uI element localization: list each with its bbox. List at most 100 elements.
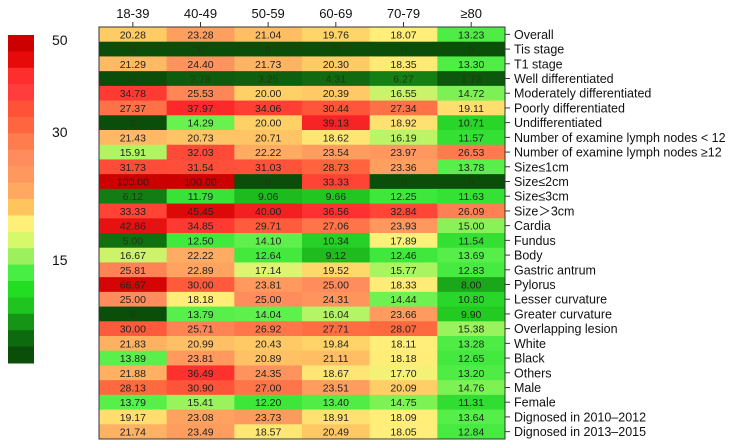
cell-value-label: 14.44 <box>390 294 416 306</box>
legend-swatch <box>8 297 34 315</box>
cell-value-label: 28.07 <box>390 324 416 336</box>
heatmap-cell <box>302 56 371 72</box>
heatmap-cell <box>369 291 438 308</box>
heatmap-cell <box>302 144 371 160</box>
heatmap-cell <box>437 306 506 322</box>
cell-value-label: 16.67 <box>120 250 146 262</box>
legend-swatch <box>8 166 34 184</box>
cell-value-label: 15.77 <box>390 265 416 277</box>
cell-value-label: 12.46 <box>390 250 416 262</box>
cell-value-label: 13.79 <box>187 309 213 321</box>
heatmap-cell <box>234 247 303 263</box>
row-label: Size≤1cm <box>514 160 569 174</box>
cell-value-label: 32.84 <box>390 206 416 218</box>
heatmap-cell <box>234 188 303 205</box>
row-label: Size≤2cm <box>514 175 569 189</box>
cell-value-label: 12.50 <box>187 235 213 247</box>
heatmap-cell <box>437 233 506 249</box>
heatmap-cell <box>234 115 303 131</box>
heatmap-cell <box>369 174 438 190</box>
heatmap-cell <box>302 115 371 131</box>
heatmap-cell <box>369 100 438 116</box>
heatmap-cell <box>302 71 371 87</box>
color-legend: 50 30 15 <box>8 32 68 364</box>
heatmap-cell <box>369 233 438 249</box>
heatmap-cell <box>99 409 168 425</box>
row-label: Moderately differentiated <box>514 87 651 101</box>
cell-value-label: 21.73 <box>255 59 281 71</box>
cell-value-label: 14.75 <box>390 397 416 409</box>
cell-value-label: 9.66 <box>326 191 347 203</box>
cell-value-label: 18.11 <box>391 338 417 350</box>
cell-value-label: 0 <box>265 177 271 189</box>
cell-value-label: 0 <box>401 44 407 56</box>
heatmap-cell <box>99 218 168 234</box>
cell-value-label: 27.37 <box>120 103 146 115</box>
heatmap-cell <box>166 321 235 337</box>
cell-value-label: 12.83 <box>458 265 484 277</box>
heatmap-cell <box>166 409 235 425</box>
legend-swatch <box>8 117 34 134</box>
heatmap-cell <box>166 291 235 308</box>
heatmap-cell <box>99 350 168 366</box>
heatmap-cell <box>166 115 235 131</box>
cell-value-label: 21.43 <box>120 132 146 144</box>
cell-value-label: 42.86 <box>120 221 146 233</box>
row-label: Tis stage <box>514 43 564 57</box>
cell-value-label: 10.34 <box>323 235 349 247</box>
cell-value-label: 20.89 <box>255 353 281 365</box>
cell-value-label: 13.89 <box>120 353 146 365</box>
heatmap-cell <box>234 233 303 249</box>
cell-value-label: 39.13 <box>323 118 349 130</box>
heatmap-cell <box>369 115 438 131</box>
column-label: 50-59 <box>252 6 285 21</box>
heatmap-cell <box>437 424 506 440</box>
cell-value-label: 0 <box>130 44 136 56</box>
cell-value-label: 9.90 <box>461 309 482 321</box>
cell-value-label: 24.35 <box>255 368 281 380</box>
cell-value-label: 26.53 <box>458 147 484 159</box>
cell-value-label: 20.09 <box>390 383 416 395</box>
cell-value-label: 15.91 <box>120 147 146 159</box>
heatmap-cell <box>302 233 371 249</box>
heatmap-cell <box>234 336 303 352</box>
cell-value-label: 23.97 <box>390 147 416 159</box>
heatmap-cell <box>369 218 438 234</box>
cell-value-label: 5.00 <box>123 235 144 247</box>
heatmap-cell <box>234 56 303 72</box>
heatmap-cell <box>234 321 303 337</box>
heatmap-cell <box>166 71 235 87</box>
cell-value-label: 29.71 <box>255 221 281 233</box>
row-label: Overlapping lesion <box>514 322 618 336</box>
cell-value-label: 21.11 <box>323 353 349 365</box>
cell-value-label: 18.18 <box>187 294 213 306</box>
heatmap-cell <box>369 27 438 43</box>
cell-value-label: 13.23 <box>458 29 484 41</box>
heatmap-cell <box>437 247 506 263</box>
row-label: Fundus <box>514 234 556 248</box>
row-label: Greater curvature <box>514 307 612 321</box>
heatmap-cell <box>234 277 303 293</box>
heatmap-cell <box>437 41 506 57</box>
cell-value-label: 23.08 <box>187 412 213 424</box>
legend-swatch <box>8 281 34 298</box>
heatmap-cell <box>99 262 168 278</box>
heatmap-cell <box>302 218 371 234</box>
heatmap-cell <box>166 277 235 293</box>
row-label: Pylorus <box>514 278 556 292</box>
cell-value-label: 12.25 <box>390 191 416 203</box>
cell-value-label: 18.07 <box>390 29 416 41</box>
cell-value-label: 20.73 <box>187 132 213 144</box>
heatmap-cell <box>234 350 303 366</box>
heatmap-cell <box>302 85 371 102</box>
heatmap-cell <box>437 262 506 278</box>
heatmap-cell <box>166 218 235 234</box>
cell-value-label: 12.84 <box>458 427 484 439</box>
heatmap-cell <box>99 115 168 131</box>
heatmap-cell <box>437 321 506 337</box>
heatmap-cell <box>234 71 303 87</box>
heatmap-cell <box>166 56 235 72</box>
cell-value-label: 18.09 <box>390 412 416 424</box>
heatmap-cell <box>437 115 506 131</box>
legend-swatch <box>8 313 34 331</box>
